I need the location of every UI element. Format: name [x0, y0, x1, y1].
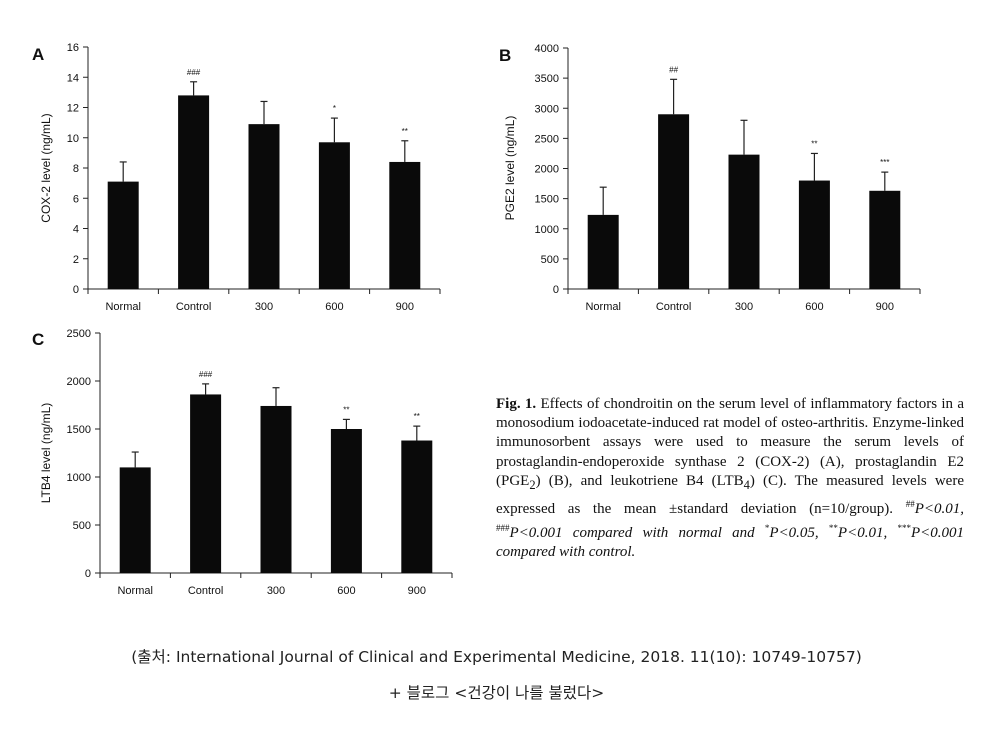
significance-marker: ***	[880, 158, 889, 167]
y-axis-label-cox2: COX-2 level (ng/mL)	[39, 113, 53, 222]
caption-sup-2: ###	[496, 523, 510, 534]
caption-text-2: ) (B), and leukotriene B4 (LTB	[535, 472, 744, 489]
caption-text-8: P<0.001 compared with control.	[496, 525, 964, 561]
caption-sup-1: ##	[905, 499, 915, 510]
y-tick-label: 2000	[535, 164, 559, 176]
x-category-label: 900	[408, 585, 426, 597]
caption-text-5: P<0.001 compared with normal and	[509, 525, 765, 542]
x-category-label: Normal	[585, 301, 620, 313]
bar-300	[260, 405, 292, 573]
caption-text-7: P<0.01,	[837, 525, 898, 542]
x-category-label: Control	[176, 301, 211, 313]
x-category-label: 900	[876, 301, 894, 313]
y-tick-label: 2500	[67, 328, 91, 340]
y-tick-label: 6	[73, 193, 79, 205]
x-category-label: 600	[325, 301, 343, 313]
significance-marker: **	[343, 405, 349, 414]
y-axis-label-pge2: PGE2 level (ng/mL)	[503, 116, 517, 221]
bar-normal	[587, 214, 619, 289]
bar-control	[658, 114, 690, 290]
caption-sub-pge2: 2	[529, 477, 536, 492]
bar-normal	[107, 181, 139, 289]
significance-marker: **	[811, 139, 817, 148]
bar-300	[248, 124, 280, 289]
caption-text-3: ) (C). The measured levels were expresse…	[496, 472, 964, 518]
caption-sup-4: **	[828, 523, 838, 534]
y-tick-label: 8	[73, 163, 79, 175]
y-tick-label: 500	[541, 254, 559, 266]
bar-900	[401, 440, 433, 573]
y-tick-label: 2	[73, 254, 79, 266]
x-category-label: 300	[735, 301, 753, 313]
significance-marker: **	[414, 412, 420, 421]
y-tick-label: 0	[73, 284, 79, 296]
x-category-label: 600	[337, 585, 355, 597]
y-tick-label: 10	[67, 133, 79, 145]
x-category-label: Normal	[105, 301, 140, 313]
y-tick-label: 1500	[67, 424, 91, 436]
bar-900	[389, 161, 421, 289]
y-axis-label-ltb4: LTB4 level (ng/mL)	[39, 403, 53, 503]
caption-label: Fig. 1.	[496, 396, 537, 412]
bar-600	[318, 142, 350, 289]
caption-sup-3: *	[764, 523, 770, 534]
y-tick-label: 0	[85, 568, 91, 580]
x-category-label: 600	[805, 301, 823, 313]
bar-600	[798, 180, 830, 289]
y-tick-label: 500	[73, 520, 91, 532]
y-tick-label: 1000	[67, 472, 91, 484]
caption-text-1: Effects of chondroitin on the serum leve…	[496, 396, 964, 489]
y-tick-label: 4000	[535, 43, 559, 55]
y-tick-label: 4	[73, 224, 79, 236]
bar-900	[869, 190, 901, 289]
y-tick-label: 3000	[535, 103, 559, 115]
y-tick-label: 0	[553, 284, 559, 296]
x-category-label: 900	[396, 301, 414, 313]
x-category-label: Normal	[117, 585, 152, 597]
bar-control	[190, 394, 222, 573]
significance-marker: ###	[199, 370, 213, 379]
x-category-label: Control	[188, 585, 223, 597]
caption-sup-5: ***	[897, 523, 911, 534]
panel-label-c: C	[32, 330, 44, 349]
significance-marker: ##	[669, 65, 678, 74]
y-tick-label: 1500	[535, 194, 559, 206]
y-tick-label: 1000	[535, 224, 559, 236]
significance-marker: ###	[187, 68, 201, 77]
bar-control	[178, 95, 210, 290]
significance-marker: *	[333, 104, 336, 113]
bar-600	[330, 429, 362, 573]
caption-text-4: P<0.01,	[914, 501, 964, 518]
y-tick-label: 2500	[535, 133, 559, 145]
bar-normal	[119, 467, 151, 573]
y-tick-label: 3500	[535, 73, 559, 85]
y-tick-label: 14	[67, 72, 79, 84]
blog-credit: + 블로그 <건강이 나를 불렀다>	[388, 684, 605, 702]
bar-300	[728, 154, 760, 289]
y-tick-label: 12	[67, 103, 79, 115]
x-category-label: 300	[255, 301, 273, 313]
y-tick-label: 2000	[67, 376, 91, 388]
caption-text-6: P<0.05,	[769, 525, 829, 542]
panel-label-b: B	[499, 46, 511, 65]
figure-caption: Fig. 1. Effects of chondroitin on the se…	[496, 395, 964, 563]
panel-label-a: A	[32, 45, 44, 64]
caption-sub-ltb4: 4	[743, 477, 750, 492]
source-citation: (출처: International Journal of Clinical a…	[131, 648, 862, 666]
x-category-label: 300	[267, 585, 285, 597]
significance-marker: **	[402, 127, 408, 136]
x-category-label: Control	[656, 301, 691, 313]
y-tick-label: 16	[67, 42, 79, 54]
